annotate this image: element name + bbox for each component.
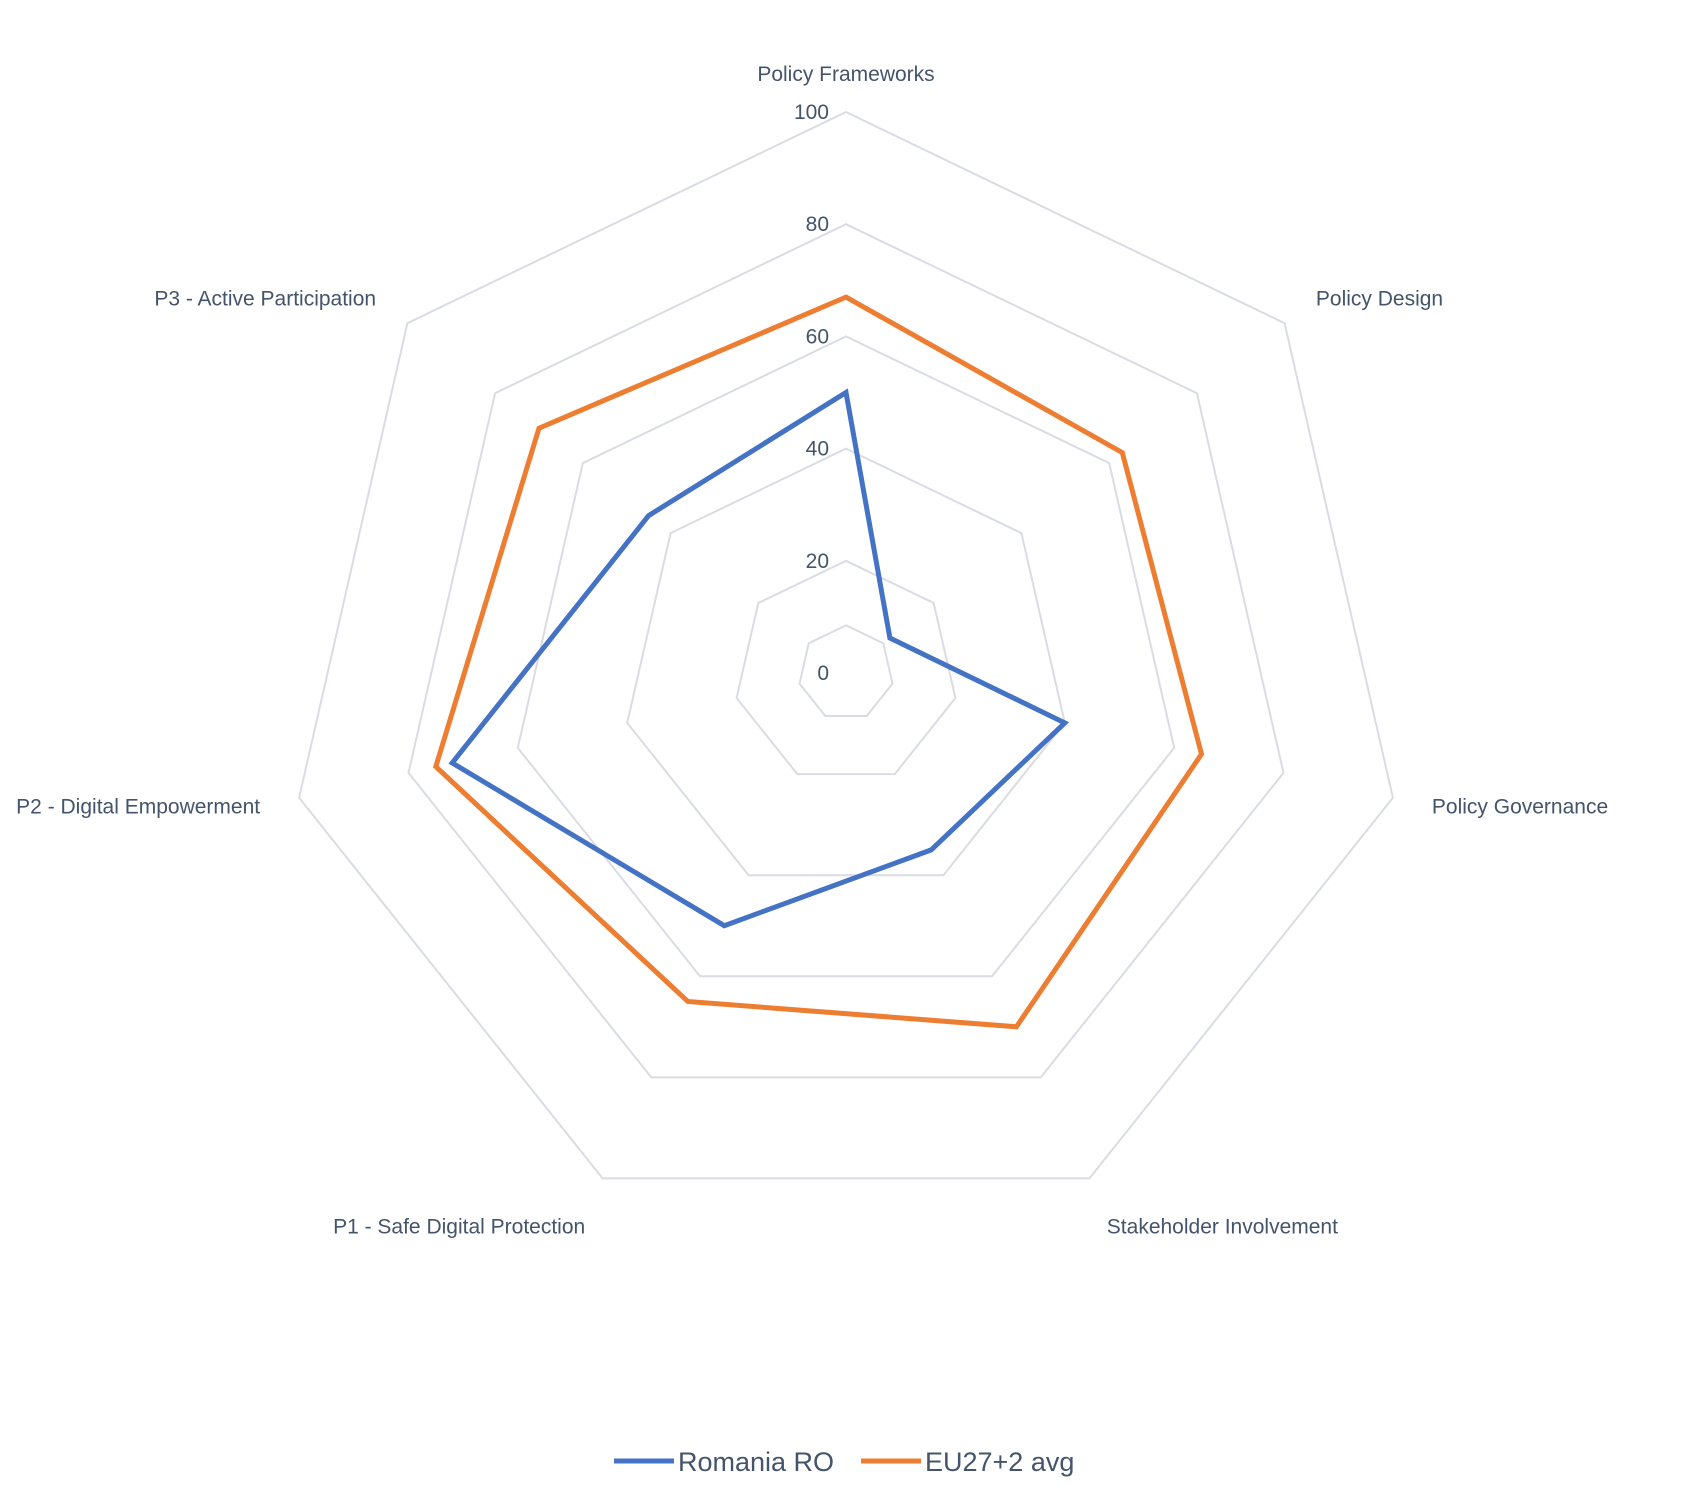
- series-layer: [432, 294, 1205, 1030]
- axis-label-layer: Policy Frameworks Policy Design Policy Gov…: [16, 63, 1608, 1239]
- series-line: [432, 294, 1205, 1030]
- series-line: [448, 388, 1070, 929]
- axis-label: P1 - Safe Digital Protection: [333, 1216, 585, 1239]
- tick-label: 100: [794, 101, 829, 124]
- grid-ring: [626, 447, 1066, 877]
- axis-label: Policy Governance: [1432, 796, 1608, 819]
- axis-label: P3 - Active Participation: [154, 287, 376, 310]
- axis-label: Policy Frameworks: [757, 63, 934, 86]
- tick-label: 40: [806, 438, 829, 461]
- grid-ring: [798, 624, 894, 717]
- tick-label: 20: [806, 550, 829, 573]
- grid-ring: [407, 223, 1285, 1079]
- legend-label: EU27+2 avg: [925, 1447, 1074, 1477]
- grid-ring: [516, 335, 1176, 978]
- tick-label-layer: 0 20 40 60 80 100: [794, 101, 829, 685]
- grid-layer: [298, 110, 1394, 1180]
- grid-ring: [298, 110, 1394, 1180]
- tick-label: 80: [806, 213, 829, 236]
- axis-label: P2 - Digital Empowerment: [16, 796, 260, 819]
- legend-label: Romania RO: [678, 1447, 834, 1477]
- axis-label: Stakeholder Involvement: [1107, 1216, 1338, 1239]
- legend: Romania RO EU27+2 avg: [614, 1447, 1074, 1477]
- axis-label: Policy Design: [1316, 287, 1443, 310]
- grid-ring: [735, 559, 957, 776]
- tick-label: 0: [817, 662, 829, 685]
- tick-label: 60: [806, 325, 829, 348]
